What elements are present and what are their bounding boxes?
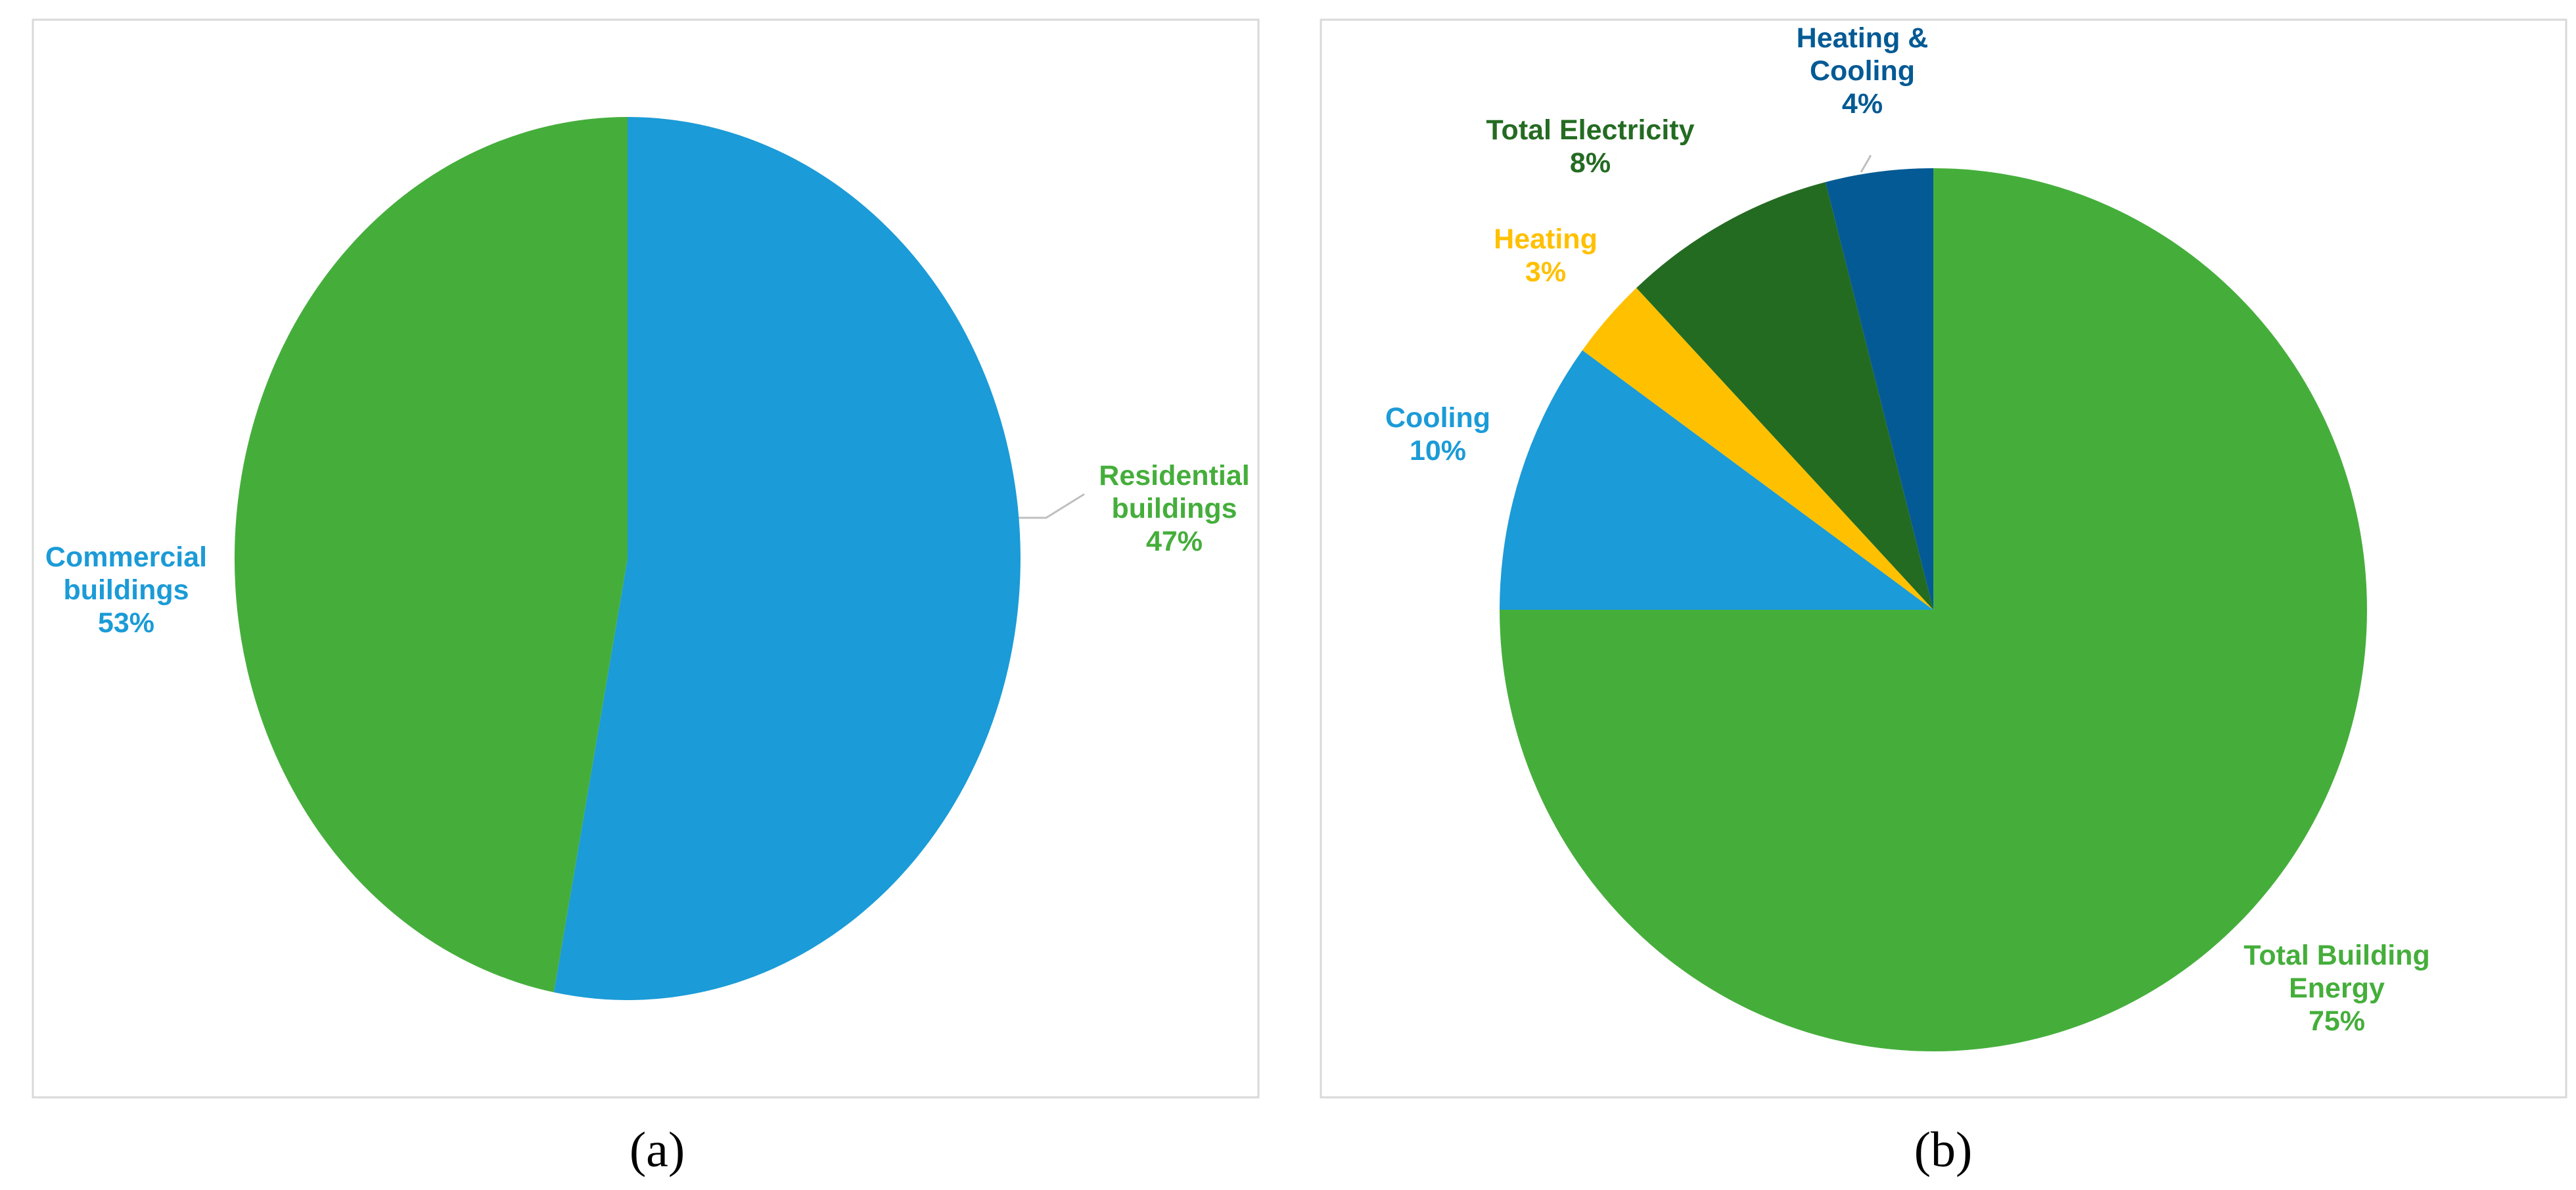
slice-label-line-commercial-buildings: buildings (63, 574, 189, 606)
pie-slice-cooling (1500, 350, 1933, 610)
slice-label-heating-cooling: Heating & Cooling 4% (1797, 22, 1929, 120)
pie-chart-a: Residential buildings 47%Commercial buildin… (45, 117, 1250, 1000)
pie-slice-heating-cooling (1825, 168, 1933, 610)
leader-line-heating-cooling (1860, 155, 1872, 173)
panel-a-caption: (a) (630, 1122, 685, 1178)
slice-label-total-building-energy: Total Building Energy 75% (2243, 940, 2429, 1037)
slice-label-line-total-building-energy: Energy (2289, 973, 2385, 1004)
slice-label-total-electricity: Total Electricity 8% (1486, 114, 1694, 179)
slice-label-residential-buildings: Residential buildings 47% (1099, 460, 1249, 557)
slice-label-line-commercial-buildings: Commercial (45, 541, 207, 573)
pie-chart-b: Total Building Energy 75%Cooling 10%Heating… (1385, 22, 2430, 1051)
slice-label-heating: Heating 3% (1494, 223, 1598, 288)
slice-label-line-total-building-energy: Total Building (2243, 940, 2429, 971)
slice-label-line-heating-cooling: Heating & (1797, 22, 1929, 54)
slice-value-residential-buildings: 47% (1146, 526, 1203, 557)
pie-slice-commercial-buildings (553, 117, 1021, 1000)
panel-b-caption: (b) (1914, 1122, 1973, 1178)
pie-slice-residential-buildings (234, 117, 628, 993)
slice-value-heating-cooling: 4% (1842, 88, 1883, 120)
slice-label-cooling: Cooling 10% (1385, 402, 1490, 467)
slice-label-line-residential-buildings: buildings (1111, 493, 1237, 524)
slice-label-line-heating: Heating (1494, 223, 1598, 255)
slice-value-cooling: 10% (1410, 435, 1466, 467)
slice-value-total-electricity: 8% (1570, 147, 1611, 179)
slice-label-line-total-electricity: Total Electricity (1486, 114, 1694, 146)
slice-label-line-heating-cooling: Cooling (1810, 55, 1915, 87)
slice-value-commercial-buildings: 53% (98, 607, 154, 639)
slice-value-heating: 3% (1525, 256, 1566, 288)
slice-label-line-residential-buildings: Residential (1099, 460, 1249, 492)
pie-slice-heating (1582, 288, 1933, 610)
pie-slice-total-electricity (1636, 182, 1933, 610)
slice-value-total-building-energy: 75% (2309, 1005, 2365, 1037)
slice-label-line-cooling: Cooling (1385, 402, 1490, 434)
slice-label-commercial-buildings: Commercial buildings 53% (45, 541, 207, 639)
leader-line-residential-buildings (1019, 493, 1085, 519)
